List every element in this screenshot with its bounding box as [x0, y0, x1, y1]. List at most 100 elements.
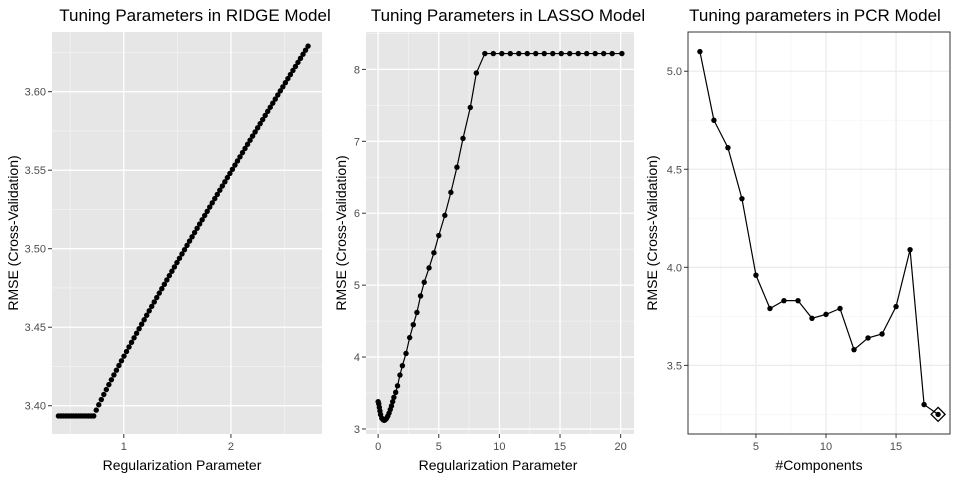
ridge-data-point [292, 63, 299, 70]
lasso-data-point [403, 350, 409, 357]
lasso-x-tick-label: 5 [436, 441, 442, 453]
ridge-data-point [118, 358, 125, 364]
ridge-data-point [300, 51, 306, 57]
pcr-y-tick-label: 4.0 [667, 262, 682, 274]
lasso-data-point [575, 50, 581, 57]
ridge-data-point [242, 145, 248, 152]
ridge-data-point [159, 286, 165, 292]
ridge-data-point [305, 43, 311, 49]
pcr-x-axis-label: #Components [775, 457, 862, 473]
ridge-data-point [138, 321, 145, 327]
ridge-data-point [191, 229, 198, 236]
ridge-data-point [249, 133, 256, 139]
ridge-data-point [143, 312, 150, 318]
lasso-data-point [550, 50, 556, 57]
ridge-data-point [239, 149, 246, 156]
lasso-x-tick-label: 0 [375, 441, 381, 453]
pcr-data-point [697, 48, 703, 55]
pcr-y-tick-label: 4.5 [667, 164, 682, 176]
ridge-data-point [257, 120, 263, 127]
pcr-best-marker [930, 406, 947, 423]
ridge-data-point [282, 79, 289, 86]
ridge-data-point [149, 303, 155, 310]
ridge-data-point [275, 92, 281, 98]
lasso-data-point [467, 104, 473, 111]
lasso-data-point [389, 398, 396, 405]
ridge-y-axis-label: RMSE (Cross-Validation) [5, 155, 21, 310]
ridge-data-point [209, 200, 215, 206]
ridge-data-point [126, 344, 132, 350]
ridge-data-point [285, 75, 291, 82]
ridge-data-point [247, 137, 253, 143]
ridge-data-point [262, 112, 268, 119]
pcr-data-point [795, 297, 801, 304]
lasso-y-axis-label: RMSE (Cross-Validation) [333, 155, 349, 310]
ridge-data-point [181, 246, 188, 253]
lasso-data-point [406, 334, 413, 341]
ridge-data-point [166, 272, 173, 279]
ridge-data-point [136, 326, 142, 332]
lasso-data-point [421, 279, 427, 285]
ridge-x-tick-label: 1 [121, 441, 127, 453]
lasso-data-point [410, 321, 416, 328]
lasso-y-tick-label: 7 [354, 136, 360, 148]
lasso-data-point [619, 50, 625, 57]
lasso-data-point [397, 372, 403, 378]
lasso-data-point [609, 50, 615, 57]
ridge-data-point [133, 330, 140, 336]
ridge-data-point [232, 162, 238, 168]
ridge-data-point [141, 317, 147, 323]
ridge-data-point [103, 386, 110, 393]
ridge-data-point [164, 277, 170, 283]
lasso-data-point [592, 50, 598, 57]
pcr-y-axis-label: RMSE (Cross-Validation) [644, 155, 660, 310]
lasso-data-point [454, 164, 460, 170]
lasso-y-tick-label: 8 [354, 64, 360, 76]
lasso-data-point [448, 189, 454, 196]
ridge-data-point [96, 402, 102, 408]
ridge-data-point [156, 290, 162, 296]
ridge-data-point [201, 212, 208, 219]
ridge-data-point [212, 195, 218, 202]
ridge-data-point [272, 96, 278, 102]
ridge-y-tick-label: 3.40 [25, 401, 46, 413]
lasso-data-point [460, 135, 466, 142]
ridge-data-point [174, 259, 180, 266]
lasso-data-point [426, 265, 432, 271]
ridge-data-point [154, 294, 160, 301]
ridge-title: Tuning Parameters in RIDGE Model [59, 6, 330, 25]
lasso-data-point [436, 232, 442, 239]
ridge-data-point [199, 217, 205, 223]
ridge-data-point [189, 234, 195, 240]
ridge-data-point [113, 367, 120, 373]
pcr-title: Tuning parameters in PCR Model [689, 6, 941, 25]
ridge-y-tick-label: 3.55 [25, 165, 46, 177]
ridge-data-point [254, 125, 261, 131]
pcr-data-point [851, 346, 857, 353]
pcr-data-point [725, 144, 731, 151]
lasso-data-point [399, 362, 406, 369]
ridge-y-tick-label: 3.45 [25, 322, 46, 334]
lasso-data-point [524, 50, 530, 57]
ridge-data-point [91, 413, 97, 419]
ridge-data-point [280, 84, 286, 90]
ridge-data-point [207, 204, 213, 210]
ridge-data-point [290, 67, 296, 74]
lasso-data-point [541, 50, 547, 57]
pcr-data-point [711, 117, 717, 123]
pcr-data-point [935, 411, 941, 418]
lasso-title: Tuning Parameters in LASSO Model [371, 6, 645, 25]
lasso-data-point [388, 403, 395, 409]
pcr-panel-background [688, 32, 950, 434]
ridge-data-point [237, 154, 243, 160]
pcr-panel-border [687, 31, 951, 435]
lasso-data-point [442, 212, 448, 219]
ridge-data-point [121, 353, 127, 359]
ridge-data-point [234, 158, 241, 164]
lasso-data-point [533, 50, 539, 57]
pcr-data-point [753, 272, 759, 278]
ridge-data-point [287, 71, 294, 78]
ridge-data-point [224, 174, 231, 181]
lasso-data-point [431, 250, 437, 256]
